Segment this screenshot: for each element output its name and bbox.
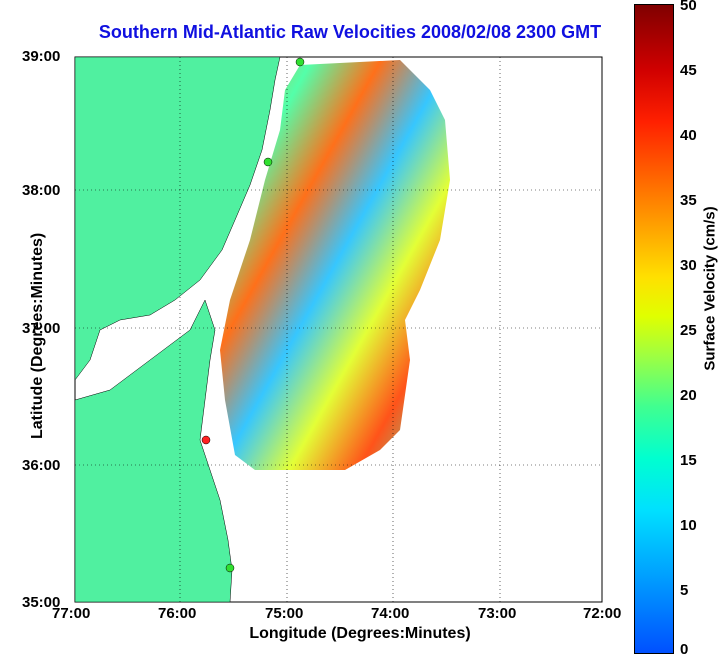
y-tick: 36:00 [22, 457, 61, 474]
x-tick: 72:00 [583, 605, 622, 622]
land-virginia [74, 299, 233, 603]
colorbar-tick: 50 [680, 0, 697, 14]
colorbar-tick: 10 [680, 517, 697, 534]
x-axis-title: Longitude (Degrees:Minutes) [249, 625, 471, 642]
x-tick: 73:00 [478, 605, 517, 622]
colorbar-tick: 45 [680, 62, 697, 79]
colorbar-tick: 40 [680, 127, 697, 144]
x-tick: 76:00 [158, 605, 197, 622]
colorbar-tick: 15 [680, 452, 697, 469]
y-tick: 37:00 [22, 320, 61, 337]
y-tick: 35:00 [22, 594, 61, 611]
y-axis-title: Latitude (Degrees:Minutes) [29, 232, 46, 439]
y-tick: 38:00 [22, 182, 61, 199]
x-tick: 74:00 [371, 605, 410, 622]
y-tick: 39:00 [22, 48, 61, 65]
x-tick: 77:00 [52, 605, 91, 622]
map-title: Southern Mid-Atlantic Raw Velocities 200… [98, 22, 602, 42]
land-delmarva [74, 56, 281, 381]
gridlines [75, 57, 602, 602]
colorbar-title: Surface Velocity (cm/s) [701, 206, 719, 371]
velocity-field [220, 60, 450, 470]
colorbar-tick: 0 [680, 641, 689, 658]
colorbar-tick: 35 [680, 192, 697, 209]
station-marker [225, 563, 235, 573]
station-marker [295, 57, 305, 67]
colorbar-tick: 5 [680, 582, 689, 599]
station-marker [201, 435, 211, 445]
colorbar [634, 4, 674, 654]
colorbar-tick: 20 [680, 387, 697, 404]
colorbar-tick: 30 [680, 257, 697, 274]
station-marker [263, 157, 273, 167]
x-tick: 75:00 [265, 605, 304, 622]
colorbar-tick: 25 [680, 322, 697, 339]
